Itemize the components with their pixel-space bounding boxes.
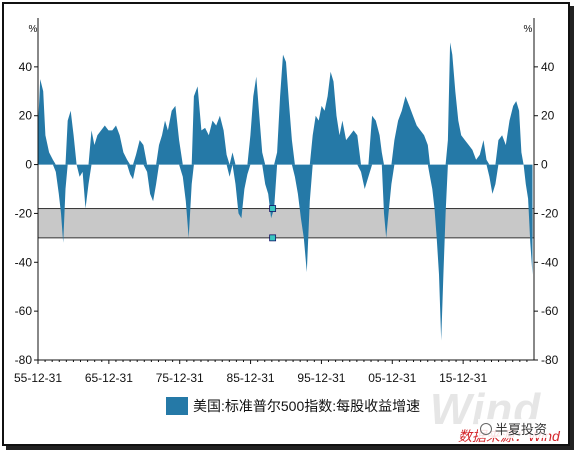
y-unit-right: % <box>524 24 533 35</box>
series-area-positive <box>38 42 533 165</box>
x-tick-label: 95-12-31 <box>297 371 345 385</box>
y-tick-label-left: -60 <box>15 304 33 318</box>
band-handle-bottom <box>269 234 277 242</box>
y-tick-label-right: 20 <box>541 109 555 123</box>
series-area-negative <box>38 164 533 341</box>
y-tick-label-left: -20 <box>15 206 33 220</box>
x-tick-label: 75-12-31 <box>156 371 204 385</box>
y-tick-label-right: -20 <box>541 206 559 220</box>
y-tick-label-left: 20 <box>19 109 33 123</box>
brand-label: 半夏投资 <box>495 422 548 437</box>
legend-swatch <box>166 397 188 415</box>
x-tick-label: 85-12-31 <box>227 371 275 385</box>
highlight-band-rect <box>37 208 535 239</box>
y-unit-left: % <box>29 24 38 35</box>
legend-label: 美国:标准普尔500指数:每股收益增速 <box>193 398 421 414</box>
y-tick-label-right: -40 <box>541 255 559 269</box>
y-tick-label-left: -80 <box>15 353 33 367</box>
y-tick-label-right: 40 <box>541 60 555 74</box>
y-tick-label-left: -40 <box>15 255 33 269</box>
band-handle-top <box>269 205 277 212</box>
x-tick-label: 15-12-31 <box>439 371 487 385</box>
y-tick-label-right: -80 <box>541 353 559 367</box>
legend: 美国:标准普尔500指数:每股收益增速 <box>166 396 420 416</box>
x-tick-label: 05-12-31 <box>368 371 416 385</box>
band-handles <box>269 205 277 242</box>
brand-badge: 半夏投资 <box>478 419 550 438</box>
x-tick-label: 55-12-31 <box>14 371 62 385</box>
y-tick-label-left: 0 <box>25 158 32 172</box>
brand-icon <box>480 422 492 435</box>
highlight-band <box>37 208 535 239</box>
axes <box>34 18 538 364</box>
y-tick-label-left: 40 <box>19 60 33 74</box>
tick-labels: -80 -80 -60 -60 -40 -40 -20 -20 0 0 20 20 40 40 55-12-… <box>14 60 559 385</box>
y-tick-label-right: -60 <box>541 304 559 318</box>
x-tick-label: 65-12-31 <box>85 371 133 385</box>
y-tick-label-right: 0 <box>541 158 548 172</box>
